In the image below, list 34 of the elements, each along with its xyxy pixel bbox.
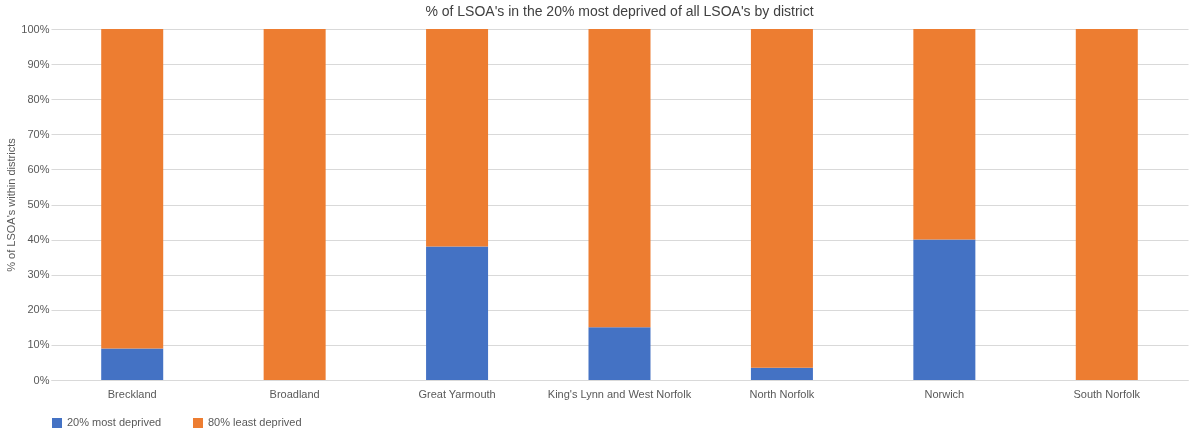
y-axis-title: % of LSOA's within districts [5, 137, 18, 272]
y-tick-label: 10% [27, 338, 50, 351]
y-tick-label: 20% [27, 303, 50, 316]
bar [913, 239, 976, 380]
bar [588, 327, 651, 380]
legend-label: 20% most deprived [67, 416, 162, 428]
legend-label: 80% least deprived [208, 416, 302, 428]
bar [426, 246, 489, 380]
y-tick-label: 30% [27, 268, 50, 281]
bar [750, 367, 813, 380]
y-tick-label: 70% [27, 127, 50, 140]
y-tick-label: 80% [27, 92, 50, 105]
bar [101, 29, 164, 349]
bar [588, 29, 651, 328]
x-tick-label: King's Lynn and West Norfolk [547, 387, 692, 400]
y-tick-label: 90% [27, 57, 50, 70]
x-tick-label: Great Yarmouth [418, 387, 496, 400]
chart-title: % of LSOA's in the 20% most deprived of all LSOA's by district [425, 3, 814, 19]
bar [913, 29, 976, 240]
bar [101, 348, 164, 380]
y-tick-label: 40% [27, 233, 50, 246]
bar [1075, 29, 1138, 380]
y-tick-label: 60% [27, 162, 50, 175]
x-tick-label: Norwich [924, 387, 965, 400]
x-tick-label: South Norfolk [1073, 387, 1141, 400]
y-tick-label: 50% [27, 198, 50, 210]
bar [263, 29, 326, 380]
y-tick-label: 0% [33, 373, 50, 386]
x-tick-label: North Norfolk [749, 387, 815, 400]
x-tick-label: Broadland [269, 387, 320, 400]
bar [750, 29, 813, 368]
bar [426, 29, 489, 247]
y-tick-label: 100% [21, 22, 50, 35]
x-tick-label: Breckland [107, 387, 157, 400]
